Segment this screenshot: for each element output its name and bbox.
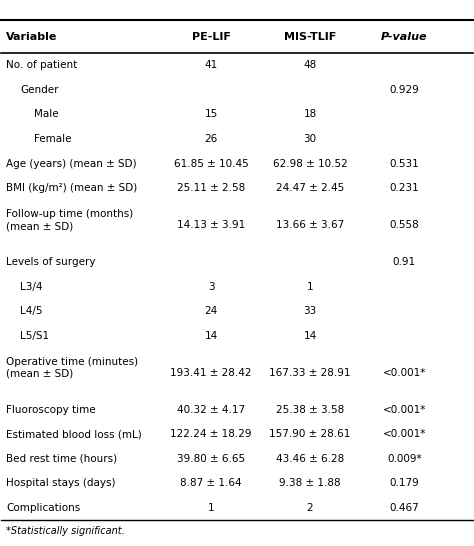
Text: 0.179: 0.179	[390, 478, 419, 488]
Text: 193.41 ± 28.42: 193.41 ± 28.42	[170, 367, 252, 378]
Text: 40.32 ± 4.17: 40.32 ± 4.17	[177, 405, 245, 414]
Text: P-value: P-value	[381, 32, 428, 41]
Text: L4/5: L4/5	[20, 306, 43, 316]
Text: Follow-up time (months): Follow-up time (months)	[6, 209, 133, 219]
Text: L3/4: L3/4	[20, 282, 43, 292]
Text: 41: 41	[204, 60, 218, 70]
Text: Gender: Gender	[20, 85, 59, 95]
Text: 25.38 ± 3.58: 25.38 ± 3.58	[276, 405, 344, 414]
Text: 14.13 ± 3.91: 14.13 ± 3.91	[177, 220, 245, 230]
Text: 24: 24	[204, 306, 218, 316]
Text: No. of patient: No. of patient	[6, 60, 77, 70]
Text: 2: 2	[307, 503, 313, 513]
Text: 14: 14	[303, 331, 317, 341]
Text: 122.24 ± 18.29: 122.24 ± 18.29	[170, 429, 252, 439]
Text: Variable: Variable	[6, 32, 57, 41]
Text: 0.009*: 0.009*	[387, 454, 421, 464]
Text: Bed rest time (hours): Bed rest time (hours)	[6, 454, 117, 464]
Text: Levels of surgery: Levels of surgery	[6, 257, 96, 267]
Text: (mean ± SD): (mean ± SD)	[6, 369, 73, 378]
Text: 48: 48	[303, 60, 317, 70]
Text: 30: 30	[303, 134, 317, 144]
Text: 13.66 ± 3.67: 13.66 ± 3.67	[276, 220, 344, 230]
Text: 0.467: 0.467	[390, 503, 419, 513]
Text: <0.001*: <0.001*	[383, 367, 426, 378]
Text: 157.90 ± 28.61: 157.90 ± 28.61	[269, 429, 351, 439]
Text: 0.531: 0.531	[390, 159, 419, 169]
Text: MIS-TLIF: MIS-TLIF	[284, 32, 336, 41]
Text: 18: 18	[303, 109, 317, 120]
Text: Complications: Complications	[6, 503, 81, 513]
Text: 8.87 ± 1.64: 8.87 ± 1.64	[180, 478, 242, 488]
Text: 39.80 ± 6.65: 39.80 ± 6.65	[177, 454, 245, 464]
Text: 0.929: 0.929	[390, 85, 419, 95]
Text: 3: 3	[208, 282, 214, 292]
Text: 43.46 ± 6.28: 43.46 ± 6.28	[276, 454, 344, 464]
Text: 61.85 ± 10.45: 61.85 ± 10.45	[173, 159, 248, 169]
Text: Age (years) (mean ± SD): Age (years) (mean ± SD)	[6, 159, 137, 169]
Text: 167.33 ± 28.91: 167.33 ± 28.91	[269, 367, 351, 378]
Text: *Statistically significant.: *Statistically significant.	[6, 526, 125, 536]
Text: Fluoroscopy time: Fluoroscopy time	[6, 405, 96, 414]
Text: Female: Female	[35, 134, 72, 144]
Text: Operative time (minutes): Operative time (minutes)	[6, 357, 138, 367]
Text: PE-LIF: PE-LIF	[191, 32, 230, 41]
Text: Hospital stays (days): Hospital stays (days)	[6, 478, 116, 488]
Text: (mean ± SD): (mean ± SD)	[6, 221, 73, 231]
Text: Male: Male	[35, 109, 59, 120]
Text: 24.47 ± 2.45: 24.47 ± 2.45	[276, 183, 344, 193]
Text: <0.001*: <0.001*	[383, 405, 426, 414]
Text: BMI (kg/m²) (mean ± SD): BMI (kg/m²) (mean ± SD)	[6, 183, 137, 193]
Text: Estimated blood loss (mL): Estimated blood loss (mL)	[6, 429, 142, 439]
Text: 0.231: 0.231	[390, 183, 419, 193]
Text: 9.38 ± 1.88: 9.38 ± 1.88	[279, 478, 341, 488]
Text: <0.001*: <0.001*	[383, 429, 426, 439]
Text: 1: 1	[208, 503, 214, 513]
Text: 0.91: 0.91	[393, 257, 416, 267]
Text: 14: 14	[204, 331, 218, 341]
Text: 0.558: 0.558	[390, 220, 419, 230]
Text: 62.98 ± 10.52: 62.98 ± 10.52	[273, 159, 347, 169]
Text: 15: 15	[204, 109, 218, 120]
Text: 25.11 ± 2.58: 25.11 ± 2.58	[177, 183, 245, 193]
Text: 1: 1	[307, 282, 313, 292]
Text: L5/S1: L5/S1	[20, 331, 49, 341]
Text: 33: 33	[303, 306, 317, 316]
Text: 26: 26	[204, 134, 218, 144]
